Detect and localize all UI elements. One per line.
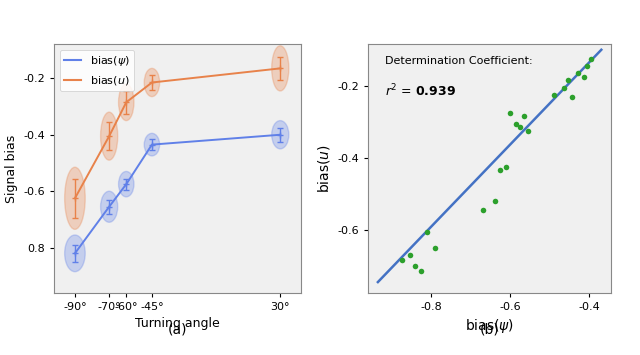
X-axis label: bias($\psi$): bias($\psi$) — [465, 317, 514, 335]
Text: Determination Coefficient:: Determination Coefficient: — [385, 55, 532, 66]
X-axis label: Turning angle: Turning angle — [135, 317, 220, 331]
Legend: bias($\psi$), bias($u$): bias($\psi$), bias($u$) — [60, 50, 134, 91]
Y-axis label: Signal bias: Signal bias — [5, 135, 18, 203]
Point — [563, 77, 573, 83]
Point — [422, 229, 433, 235]
Point — [523, 128, 533, 133]
Point — [404, 252, 415, 258]
Point — [548, 92, 559, 98]
Point — [490, 198, 500, 204]
Point — [410, 263, 420, 269]
Point — [477, 207, 488, 213]
Ellipse shape — [144, 69, 159, 97]
Point — [416, 268, 426, 274]
Ellipse shape — [118, 84, 134, 121]
Point — [582, 63, 593, 69]
Y-axis label: bias($u$): bias($u$) — [316, 144, 332, 193]
Point — [586, 56, 596, 62]
Point — [572, 70, 582, 76]
Point — [505, 110, 515, 116]
Ellipse shape — [272, 121, 289, 149]
Point — [519, 114, 529, 119]
Text: (b): (b) — [480, 323, 499, 337]
Point — [511, 121, 522, 126]
Ellipse shape — [272, 46, 289, 91]
Point — [430, 245, 440, 251]
Point — [397, 258, 407, 263]
Text: (a): (a) — [168, 323, 188, 337]
Ellipse shape — [100, 112, 118, 160]
Ellipse shape — [65, 167, 85, 229]
Point — [579, 74, 589, 80]
Point — [559, 85, 569, 91]
Ellipse shape — [65, 235, 85, 272]
Point — [515, 124, 525, 130]
Ellipse shape — [100, 191, 118, 222]
Point — [495, 168, 506, 173]
Point — [501, 164, 511, 170]
Text: $r^2$ = $\mathbf{0.939}$: $r^2$ = $\mathbf{0.939}$ — [385, 83, 456, 99]
Point — [566, 94, 577, 99]
Ellipse shape — [118, 171, 134, 197]
Ellipse shape — [144, 133, 159, 156]
